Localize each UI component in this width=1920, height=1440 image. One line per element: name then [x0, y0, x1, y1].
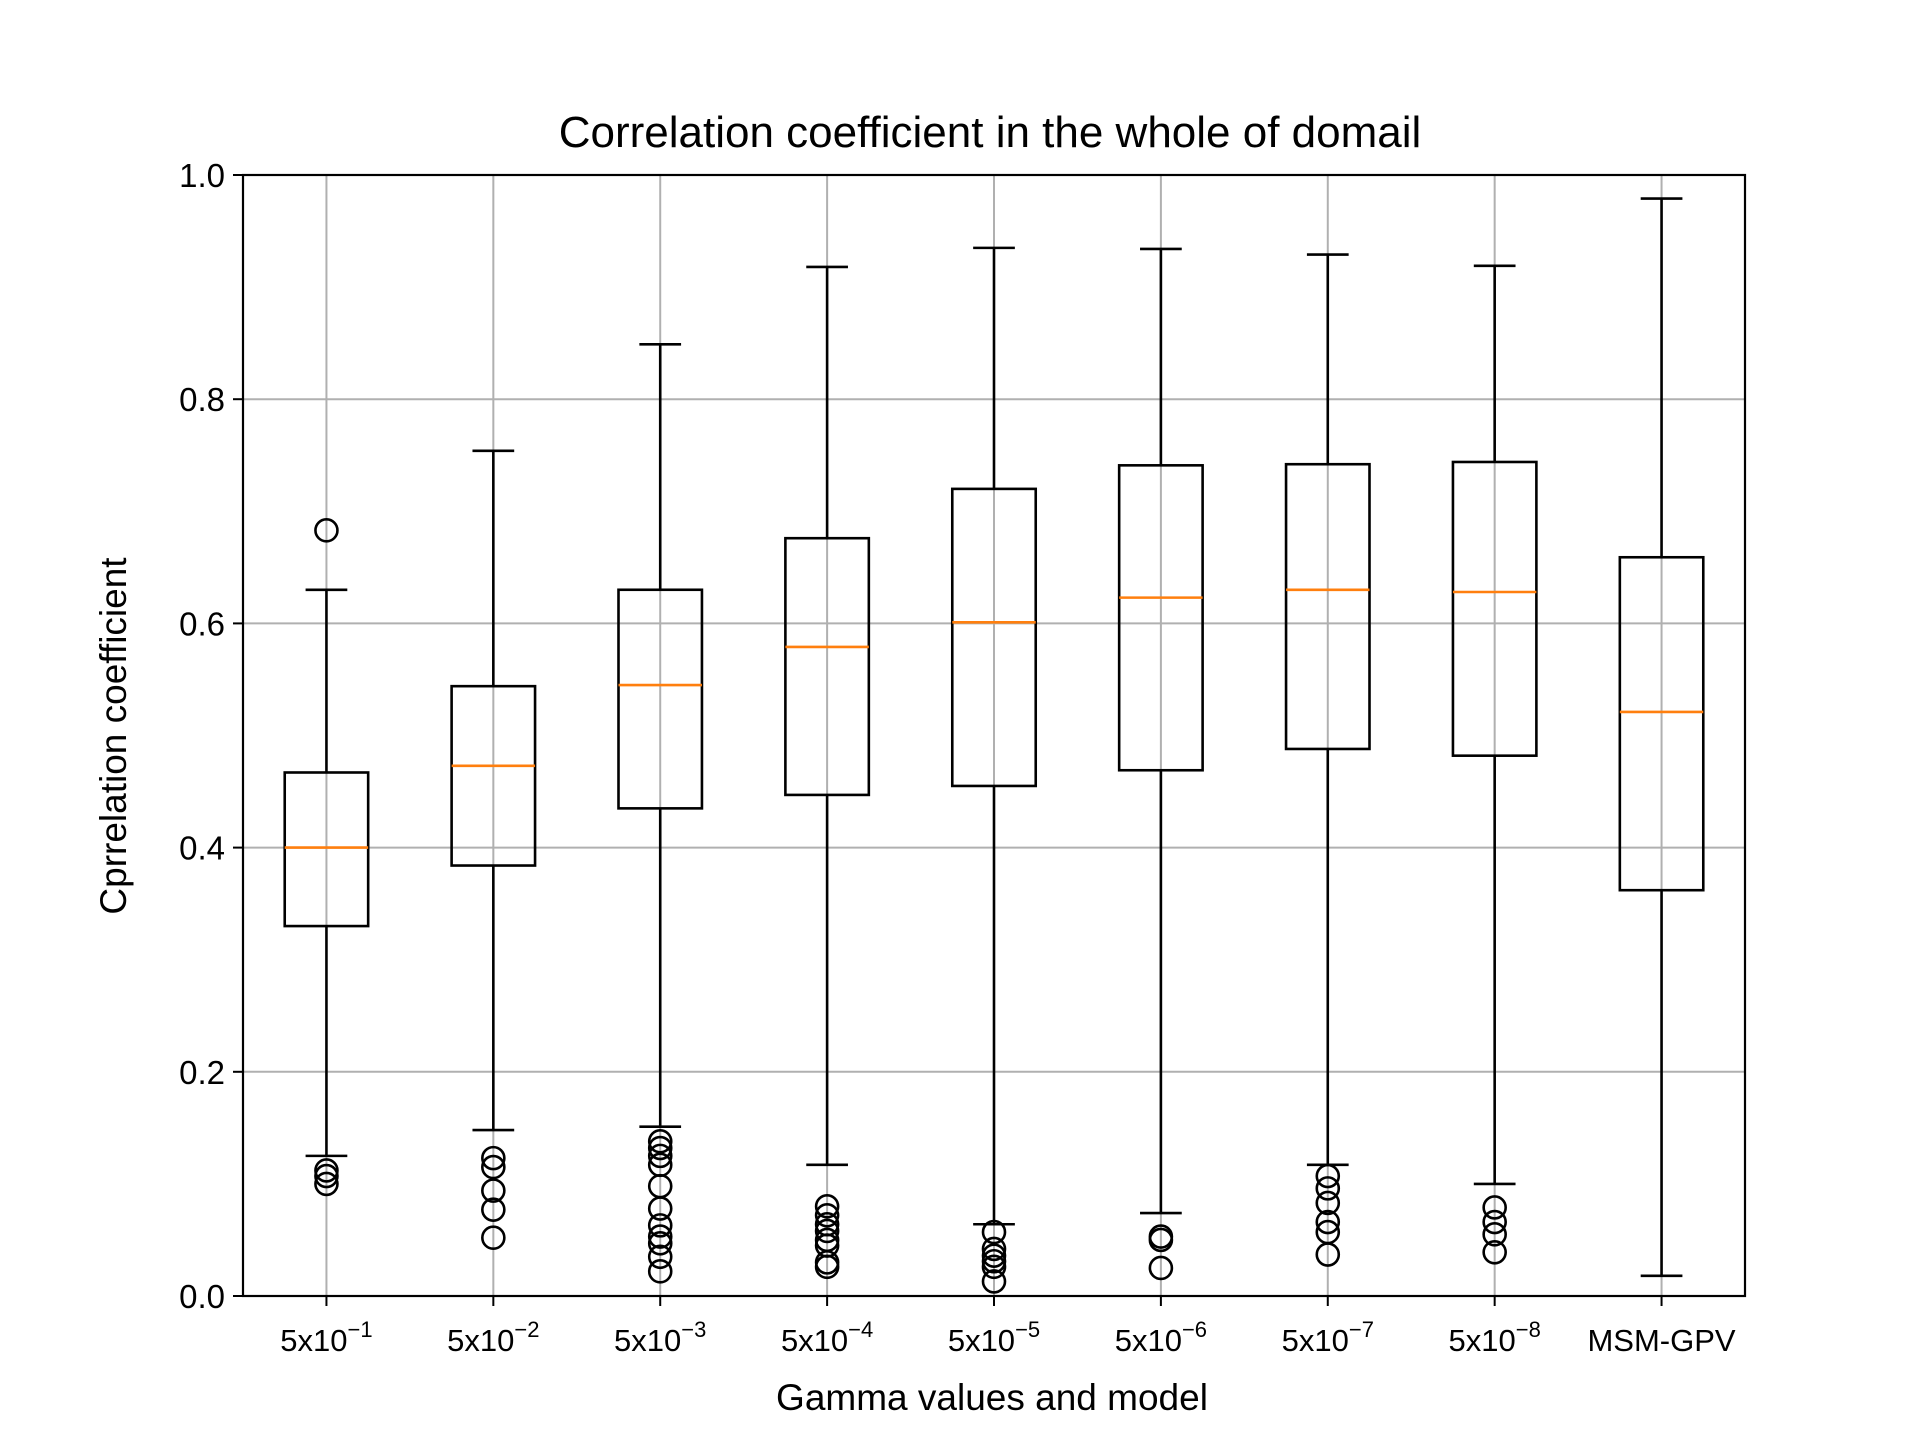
box-group [617, 342, 704, 1284]
outlier-point [647, 1213, 673, 1238]
outlier-point [481, 1178, 506, 1203]
outlier-point [647, 1231, 673, 1256]
outlier-point [1315, 1209, 1341, 1235]
outlier-point [981, 1219, 1007, 1245]
x-tick-label: MSM-GPV [1587, 1323, 1735, 1358]
iqr-box [617, 588, 704, 810]
outlier-point [481, 1154, 506, 1180]
outlier-point [1148, 1255, 1174, 1281]
outlier-point [647, 1135, 673, 1161]
outlier-point [1482, 1195, 1507, 1220]
outlier-point [1315, 1190, 1341, 1216]
y-tick-label: 0.4 [179, 830, 225, 867]
outlier-point [481, 1145, 506, 1171]
outlier-point [981, 1254, 1007, 1280]
iqr-box [1284, 462, 1371, 751]
x-tick-label: 5x10−6 [1115, 1317, 1207, 1358]
x-tick-label-exponent: −5 [1015, 1317, 1040, 1342]
box-group [784, 265, 871, 1280]
y-tick-label: 0.2 [179, 1054, 225, 1091]
iqr-box [1618, 555, 1705, 892]
x-tick-label-base: 5x10 [948, 1323, 1015, 1358]
chart-title: Correlation coefficient in the whole of … [559, 108, 1422, 157]
outlier-point [814, 1194, 840, 1219]
iqr-box [950, 487, 1038, 788]
iqr-box [1117, 464, 1204, 772]
outlier-point [1482, 1209, 1507, 1235]
box-group [950, 246, 1038, 1294]
boxes [283, 197, 1705, 1294]
iqr-box [1451, 460, 1538, 757]
box-group [283, 518, 370, 1197]
iqr-box [283, 771, 370, 928]
x-tick-label-base: 5x10 [614, 1323, 681, 1358]
x-tick-label-exponent: −3 [681, 1317, 706, 1342]
box-group [1284, 253, 1371, 1267]
outlier-point [814, 1202, 840, 1228]
box-group [1451, 264, 1538, 1265]
outlier-point [314, 518, 339, 543]
outlier-point [1148, 1227, 1174, 1253]
x-tick-label-base: MSM-GPV [1587, 1323, 1735, 1358]
x-tick-label-base: 5x10 [1282, 1323, 1349, 1358]
x-tick-label: 5x10−1 [280, 1317, 372, 1358]
iqr-box [450, 684, 537, 867]
outlier-point [981, 1248, 1007, 1274]
outlier-point [1482, 1239, 1507, 1265]
x-tick-label: 5x10−2 [447, 1317, 539, 1358]
outlier-point [814, 1218, 840, 1244]
outlier-point [981, 1236, 1007, 1262]
iqr-box [784, 536, 871, 797]
box-group [450, 449, 537, 1251]
outlier-point [1315, 1163, 1341, 1189]
y-axis-ticks: 0.0 0.2 0.4 0.6 0.8 1.0 [179, 157, 243, 1315]
outlier-point [314, 1158, 339, 1183]
y-tick-label: 0.6 [179, 605, 225, 642]
outlier-point [314, 1171, 339, 1197]
x-tick-label-exponent: −1 [348, 1317, 373, 1342]
outlier-point [481, 1197, 506, 1222]
y-tick-label: 1.0 [179, 157, 225, 194]
y-tick-label: 0.8 [179, 381, 225, 418]
x-axis-label: Gamma values and model [776, 1377, 1208, 1418]
x-tick-label-exponent: −6 [1182, 1317, 1207, 1342]
box-group [1117, 247, 1204, 1281]
x-tick-label-base: 5x10 [280, 1323, 347, 1358]
outlier-point [981, 1243, 1007, 1268]
x-tick-label-base: 5x10 [1449, 1323, 1516, 1358]
outlier-point [1315, 1242, 1341, 1267]
outlier-point [647, 1196, 673, 1221]
x-tick-label: 5x10−3 [614, 1317, 706, 1358]
outlier-point [647, 1129, 673, 1154]
outlier-point [1482, 1222, 1507, 1247]
x-tick-label-base: 5x10 [1115, 1323, 1182, 1358]
outlier-point [647, 1143, 673, 1169]
y-axis-label: Cprrelation coefficient [93, 557, 134, 915]
outlier-point [481, 1225, 506, 1251]
outlier-point [314, 1163, 339, 1189]
outlier-point [647, 1244, 673, 1270]
box-group [1618, 197, 1705, 1278]
outlier-point [981, 1269, 1007, 1294]
x-tick-label: 5x10−8 [1449, 1317, 1541, 1358]
outlier-point [1315, 1176, 1341, 1201]
x-tick-label: 5x10−7 [1282, 1317, 1374, 1358]
x-tick-label-base: 5x10 [447, 1323, 514, 1358]
x-tick-label: 5x10−5 [948, 1317, 1040, 1358]
x-tick-label-base: 5x10 [781, 1323, 848, 1358]
x-axis-ticks: 5x10−1 5x10−2 5x10−3 5x10−4 5x10−5 5x10−6 5x10… [280, 1296, 1736, 1358]
outlier-point [647, 1259, 673, 1284]
x-tick-label-exponent: −2 [514, 1317, 539, 1342]
outlier-point [647, 1224, 673, 1249]
x-tick-label-exponent: −4 [848, 1317, 873, 1342]
outlier-point [814, 1254, 840, 1280]
x-tick-label-exponent: −8 [1516, 1317, 1541, 1342]
x-tick-label-exponent: −7 [1349, 1317, 1374, 1342]
x-tick-label: 5x10−4 [781, 1317, 873, 1358]
y-tick-label: 0.0 [179, 1278, 225, 1315]
